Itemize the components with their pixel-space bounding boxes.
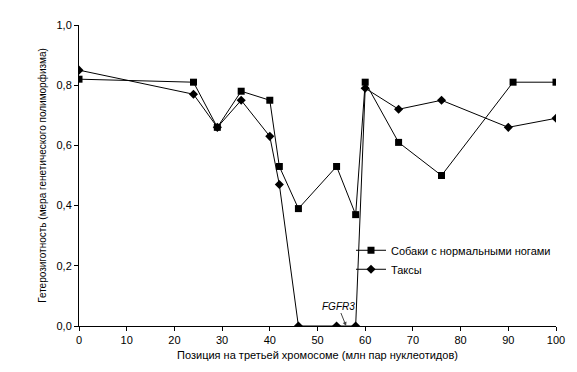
- svg-text:20: 20: [168, 334, 180, 346]
- svg-text:FGFR3: FGFR3: [322, 301, 355, 312]
- svg-text:10: 10: [121, 334, 133, 346]
- svg-text:0,6: 0,6: [57, 139, 72, 151]
- svg-text:Гетерозиготность (мера генетич: Гетерозиготность (мера генетического пол…: [37, 48, 48, 303]
- svg-text:100: 100: [547, 334, 565, 346]
- svg-text:50: 50: [311, 334, 323, 346]
- svg-text:Позиция на третьей хромосоме (: Позиция на третьей хромосоме (млн пар ну…: [177, 349, 458, 361]
- svg-text:60: 60: [359, 334, 371, 346]
- svg-text:1,0: 1,0: [57, 19, 72, 31]
- svg-text:0,0: 0,0: [57, 320, 72, 332]
- svg-text:80: 80: [454, 334, 466, 346]
- svg-text:Таксы: Таксы: [391, 264, 422, 276]
- svg-text:0,8: 0,8: [57, 79, 72, 91]
- svg-text:Собаки с нормальными ногами: Собаки с нормальными ногами: [391, 245, 550, 257]
- svg-text:0,2: 0,2: [57, 260, 72, 272]
- svg-text:90: 90: [502, 334, 514, 346]
- svg-text:30: 30: [216, 334, 228, 346]
- svg-text:0: 0: [76, 334, 82, 346]
- svg-text:70: 70: [407, 334, 419, 346]
- svg-text:40: 40: [264, 334, 276, 346]
- svg-text:0,4: 0,4: [57, 199, 72, 211]
